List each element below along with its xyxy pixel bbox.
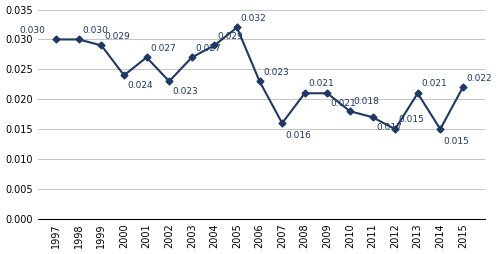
Text: 0.021: 0.021 [308, 80, 334, 88]
Text: 0.015: 0.015 [444, 137, 469, 146]
Text: 0.021: 0.021 [421, 80, 447, 88]
Text: 0.021: 0.021 [330, 99, 356, 108]
Text: 0.030: 0.030 [82, 26, 108, 35]
Text: 0.017: 0.017 [376, 123, 402, 132]
Text: 0.015: 0.015 [398, 115, 424, 124]
Text: 0.023: 0.023 [263, 68, 288, 76]
Text: 0.027: 0.027 [150, 44, 176, 53]
Text: 0.029: 0.029 [105, 32, 130, 41]
Text: 0.032: 0.032 [240, 14, 266, 23]
Text: 0.023: 0.023 [172, 87, 199, 96]
Text: 0.030: 0.030 [19, 26, 45, 35]
Text: 0.024: 0.024 [128, 81, 153, 90]
Text: 0.022: 0.022 [466, 73, 492, 83]
Text: 0.016: 0.016 [286, 131, 312, 140]
Text: 0.027: 0.027 [195, 44, 221, 53]
Text: 0.029: 0.029 [218, 32, 244, 41]
Text: 0.018: 0.018 [354, 98, 379, 106]
